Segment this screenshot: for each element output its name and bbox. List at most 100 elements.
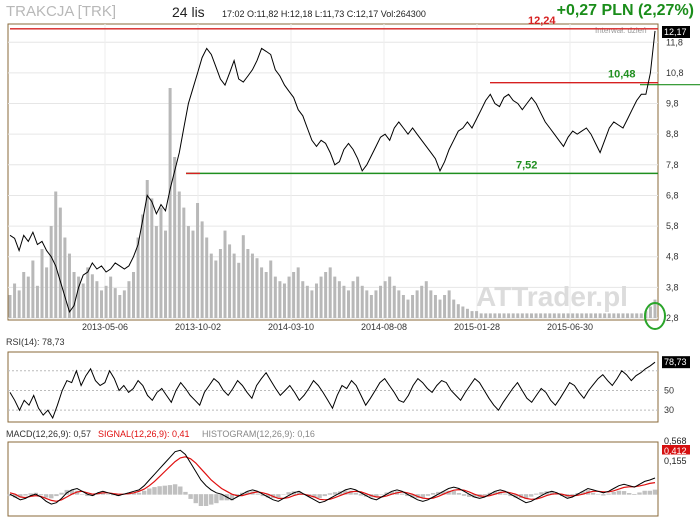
histogram-bar	[162, 485, 167, 495]
volume-bar	[99, 290, 103, 318]
last-price-box	[662, 26, 690, 38]
volume-bar	[447, 290, 451, 318]
volume-bar	[488, 313, 492, 318]
histogram-bar	[611, 491, 616, 495]
volume-bar	[562, 313, 566, 318]
histogram-bar	[528, 494, 534, 497]
histogram-bar	[358, 494, 364, 496]
histogram-bar	[198, 494, 204, 506]
volume-bar	[314, 283, 318, 318]
volume-bar	[173, 157, 177, 318]
volume-bar	[232, 253, 236, 318]
rsi-y-tick-label: 50	[664, 385, 674, 395]
ticker-title: TRAKCJA [TRK]	[6, 3, 117, 20]
volume-bar	[67, 253, 71, 318]
volume-bar	[296, 267, 300, 318]
volume-bar	[319, 276, 323, 318]
volume-bar	[433, 295, 437, 318]
histogram-bar	[219, 494, 224, 501]
rsi-y-tick-label: 30	[664, 405, 674, 415]
volume-bar	[113, 288, 117, 318]
volume-bar	[278, 281, 282, 318]
volume-bar	[273, 276, 277, 318]
price-x-tick-label: 2013-05-06	[82, 322, 128, 332]
price-x-axis: 2013-05-06 2013-10-02 2014-03-10 2014-08-08…	[82, 322, 593, 332]
macd-y-tick-label: 0,412	[664, 446, 687, 456]
volume-bar	[612, 313, 616, 318]
histogram-bar	[539, 492, 544, 495]
price-y-tick-label: 4,8	[666, 252, 679, 262]
price-x-tick-label: 2015-01-28	[454, 322, 500, 332]
volume-bar	[484, 313, 488, 318]
histogram-bar	[503, 493, 508, 495]
volume-bar	[603, 313, 607, 318]
period-label: 24 lis	[172, 4, 205, 20]
volume-bar	[374, 290, 378, 318]
histogram-bar	[399, 493, 405, 495]
histogram-bar	[384, 492, 389, 495]
histogram-bar	[616, 490, 622, 495]
volume-bar	[77, 276, 81, 318]
price-x-tick-label: 2013-10-02	[175, 322, 221, 332]
volume-bar	[63, 237, 67, 318]
histogram-bar	[12, 494, 18, 498]
macd-histogram-bars	[7, 484, 658, 506]
histogram-bar	[467, 494, 472, 497]
volume-bar	[26, 276, 30, 318]
volume-bar	[342, 285, 346, 318]
macd-legend-macd: MACD(12,26,9): 0,57	[6, 429, 91, 439]
volume-bar	[49, 226, 53, 318]
histogram-bar	[389, 491, 395, 495]
volume-bar	[159, 207, 163, 318]
volume-bar	[406, 299, 410, 318]
last-price-label: 12,17	[664, 27, 687, 37]
histogram-bar	[549, 491, 554, 495]
volume-bar	[388, 276, 392, 318]
macd-panel-frame	[7, 441, 659, 517]
volume-bar	[104, 285, 108, 318]
volume-bar	[639, 313, 643, 318]
volume-bar	[607, 313, 611, 318]
volume-bar	[479, 313, 483, 318]
volume-bar	[81, 283, 85, 318]
price-series-line	[9, 30, 656, 314]
volume-bar	[635, 313, 639, 318]
volume-bar	[397, 290, 401, 318]
volume-bar	[424, 281, 428, 318]
volume-bar	[401, 295, 405, 318]
volume-bar	[529, 313, 533, 318]
histogram-bar	[38, 494, 44, 496]
histogram-bar	[492, 491, 498, 495]
histogram-bar	[322, 494, 327, 497]
rsi-last-box	[662, 356, 690, 369]
histogram-bar	[136, 492, 142, 495]
histogram-bar	[193, 494, 198, 504]
volume-bar	[429, 290, 433, 318]
histogram-bar	[343, 490, 348, 495]
volume-bar	[525, 313, 529, 318]
volume-bar	[392, 285, 396, 318]
volume-bar	[17, 290, 21, 318]
volume-bar	[255, 258, 259, 318]
volume-bar	[287, 276, 291, 318]
histogram-bar	[446, 490, 451, 495]
volume-bar	[584, 313, 588, 318]
volume-bar	[365, 290, 369, 318]
histogram-bar	[508, 494, 513, 497]
macd-value-box	[661, 454, 691, 467]
volume-bar	[356, 276, 360, 318]
price-y-tick-label: 7,8	[666, 160, 679, 170]
histogram-bar	[379, 494, 384, 495]
volume-bar	[72, 272, 76, 318]
volume-bar	[191, 230, 195, 318]
volume-bar	[54, 191, 58, 318]
histogram-bar	[105, 494, 111, 495]
histogram-bar	[425, 494, 431, 496]
volume-bar	[616, 313, 620, 318]
histogram-bar	[606, 493, 611, 495]
volume-bar	[141, 214, 145, 318]
signal-series-line	[9, 456, 656, 502]
histogram-bar	[80, 494, 85, 495]
level-label: 7,52	[516, 159, 537, 171]
